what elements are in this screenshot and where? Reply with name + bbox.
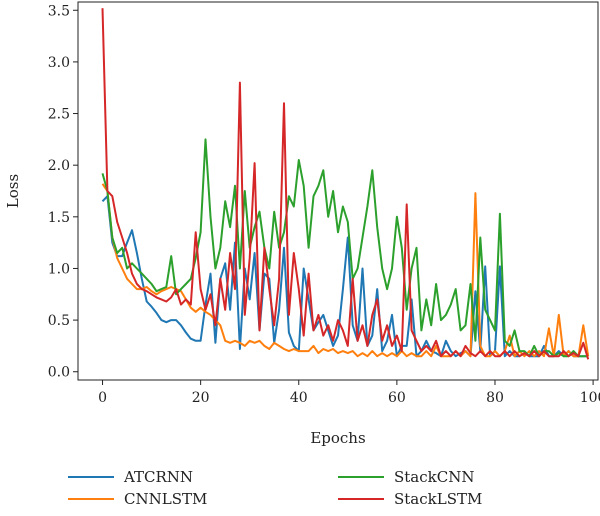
legend-item-atcrnn: ATCRNN bbox=[68, 466, 193, 488]
legend-label-atcrnn: ATCRNN bbox=[124, 468, 194, 486]
legend-item-stacklstm: StackLSTM bbox=[338, 488, 482, 510]
series-line-stacklstm bbox=[101, 8, 590, 360]
legend-label-stackcnn: StackCNN bbox=[394, 468, 475, 486]
legend-swatch-atcrnn bbox=[68, 476, 114, 478]
y-tick-label: 0.5 bbox=[48, 313, 70, 329]
legend-swatch-stackcnn bbox=[338, 476, 384, 478]
y-tick-label: 1.0 bbox=[48, 261, 70, 277]
x-tick-label: 60 bbox=[388, 390, 406, 406]
y-tick-label: 0.0 bbox=[48, 365, 70, 381]
x-tick-label: 0 bbox=[98, 390, 107, 406]
y-axis-label: Loss bbox=[4, 174, 22, 208]
y-tick-label: 2.5 bbox=[48, 107, 70, 123]
legend-item-stackcnn: StackCNN bbox=[338, 466, 474, 488]
legend-label-stacklstm: StackLSTM bbox=[394, 490, 483, 508]
x-axis-label: Epochs bbox=[310, 429, 365, 447]
legend: ATCRNN CNNLSTM StackCNN StackLSTM bbox=[68, 464, 588, 512]
y-tick-label: 1.5 bbox=[48, 210, 70, 226]
x-tick-label: 100 bbox=[580, 390, 600, 406]
x-tick-label: 40 bbox=[290, 390, 308, 406]
axes: 0 20 40 60 80 100 0.0 0.5 1.0 1.5 2.0 2.5 3.0 3.5 bbox=[48, 1, 600, 406]
x-tick-label: 20 bbox=[192, 390, 210, 406]
y-tick-label: 3.5 bbox=[48, 3, 70, 19]
legend-swatch-cnnlstm bbox=[68, 498, 114, 500]
plot-frame bbox=[77, 1, 599, 381]
x-tick-label: 80 bbox=[486, 390, 504, 406]
series-line-stackcnn bbox=[101, 138, 589, 358]
y-tick-label: 3.0 bbox=[48, 55, 70, 71]
y-tick-label: 2.0 bbox=[48, 158, 70, 174]
legend-item-cnnlstm: CNNLSTM bbox=[68, 488, 207, 510]
legend-swatch-stacklstm bbox=[338, 498, 384, 500]
legend-label-cnnlstm: CNNLSTM bbox=[124, 490, 208, 508]
series-layer bbox=[101, 8, 590, 360]
